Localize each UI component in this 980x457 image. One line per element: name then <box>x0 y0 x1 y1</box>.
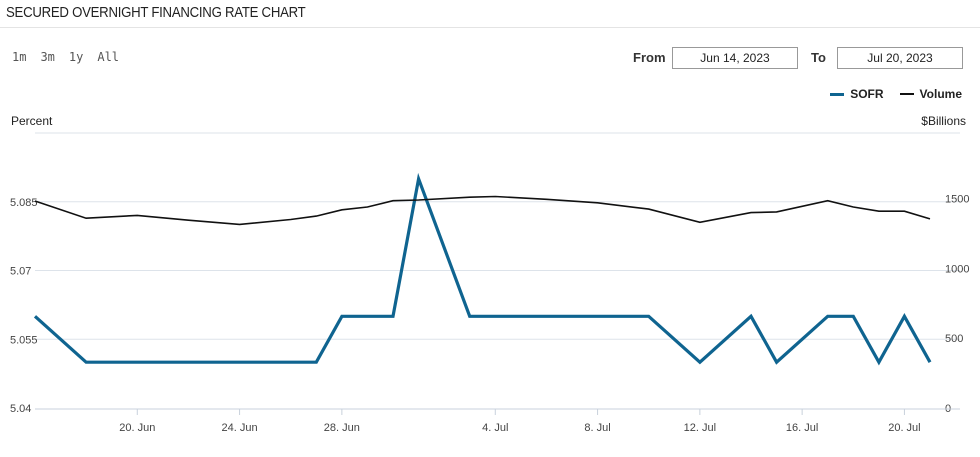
title-divider <box>0 27 980 28</box>
legend-label-sofr: SOFR <box>850 87 884 101</box>
range-button-1y[interactable]: 1y <box>62 50 90 64</box>
left-axis-title: Percent <box>11 114 53 128</box>
y-left-tick-label: 5.07 <box>10 266 31 278</box>
chart-legend: SOFR Volume <box>830 87 962 101</box>
volume-line <box>34 195 931 226</box>
to-date-input[interactable] <box>837 47 963 69</box>
x-axis: 20. Jun 24. Jun 28. Jun 4. Jul 8. Jul 12. Jul… <box>35 408 960 434</box>
x-tick-label: 24. Jun <box>222 422 258 434</box>
grid-lines <box>35 132 960 340</box>
range-button-all[interactable]: All <box>90 50 126 64</box>
series-lines <box>33 172 932 366</box>
legend-item-sofr[interactable]: SOFR <box>830 87 884 101</box>
x-tick-label: 20. Jun <box>119 422 155 434</box>
y-left-tick-label: 5.055 <box>10 334 38 346</box>
from-label: From <box>633 50 666 65</box>
chart-title: SECURED OVERNIGHT FINANCING RATE CHART <box>6 4 306 21</box>
x-tick-label: 16. Jul <box>786 422 818 434</box>
x-tick-label: 20. Jul <box>888 422 920 434</box>
legend-item-volume[interactable]: Volume <box>899 87 962 101</box>
x-tick-label: 28. Jun <box>324 422 360 434</box>
to-label: To <box>811 50 826 65</box>
y-left-tick-label: 5.04 <box>10 403 31 415</box>
y-right-tick-label: 500 <box>945 333 963 345</box>
y-left-tick-label: 5.085 <box>10 197 38 209</box>
x-tick-label: 12. Jul <box>684 422 716 434</box>
x-tick-label: 8. Jul <box>584 422 610 434</box>
range-selector: 1m 3m 1y All <box>12 50 126 64</box>
legend-label-volume: Volume <box>919 87 962 101</box>
x-tick-label: 4. Jul <box>482 422 508 434</box>
legend-swatch-volume <box>899 93 914 95</box>
from-date-input[interactable] <box>672 47 798 69</box>
range-button-3m[interactable]: 3m <box>33 50 61 64</box>
sofr-line <box>33 172 932 366</box>
legend-swatch-sofr <box>830 92 845 96</box>
y-right-tick-label: 1500 <box>945 194 969 206</box>
range-button-1m[interactable]: 1m <box>12 50 33 64</box>
y-right-tick-label: 1000 <box>945 263 969 275</box>
right-axis-title: $Billions <box>921 114 966 128</box>
